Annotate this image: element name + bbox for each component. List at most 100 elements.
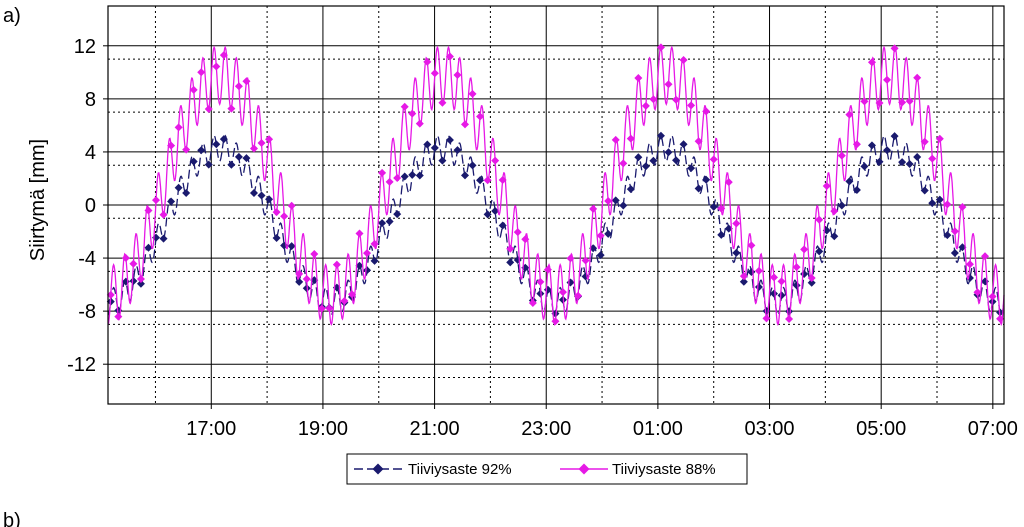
x-tick-label: 07:00 bbox=[968, 418, 1018, 440]
data-point-88 bbox=[717, 204, 726, 213]
legend-marker-88 bbox=[578, 463, 590, 475]
data-point-88 bbox=[461, 120, 470, 129]
data-point-92 bbox=[265, 195, 274, 204]
data-point-88 bbox=[347, 290, 356, 299]
data-point-92 bbox=[890, 132, 899, 141]
data-point-88 bbox=[709, 155, 718, 164]
x-tick-label: 01:00 bbox=[633, 418, 683, 440]
data-point-88 bbox=[453, 71, 462, 80]
plot-series bbox=[106, 43, 1005, 327]
data-point-88 bbox=[913, 73, 922, 82]
data-point-88 bbox=[687, 101, 696, 110]
data-point-88 bbox=[423, 57, 432, 66]
data-point-92 bbox=[234, 152, 243, 161]
data-point-92 bbox=[852, 186, 861, 195]
data-point-92 bbox=[189, 157, 198, 166]
data-point-88 bbox=[619, 159, 628, 168]
y-tick-label: 8 bbox=[85, 89, 96, 111]
data-point-88 bbox=[408, 109, 417, 118]
legend-label-88: Tiiviysaste 88% bbox=[612, 461, 716, 478]
data-point-88 bbox=[702, 107, 711, 116]
data-point-88 bbox=[574, 291, 583, 300]
data-point-88 bbox=[152, 196, 161, 205]
data-point-92 bbox=[769, 289, 778, 298]
data-point-88 bbox=[393, 173, 402, 182]
data-point-88 bbox=[965, 260, 974, 269]
data-point-88 bbox=[212, 62, 221, 71]
data-point-92 bbox=[777, 291, 786, 300]
data-point-88 bbox=[249, 144, 258, 153]
data-point-92 bbox=[920, 186, 929, 195]
data-point-88 bbox=[265, 135, 274, 144]
data-point-92 bbox=[709, 202, 718, 211]
data-point-88 bbox=[785, 315, 794, 324]
data-point-88 bbox=[121, 253, 130, 262]
data-point-88 bbox=[363, 249, 372, 258]
data-point-88 bbox=[807, 273, 816, 282]
data-point-92 bbox=[935, 195, 944, 204]
data-point-92 bbox=[845, 177, 854, 186]
data-point-92 bbox=[174, 183, 183, 192]
data-point-88 bbox=[845, 110, 854, 119]
data-point-88 bbox=[295, 269, 304, 278]
data-point-92 bbox=[415, 171, 424, 180]
data-point-92 bbox=[227, 160, 236, 169]
data-point-92 bbox=[136, 279, 145, 288]
data-point-88 bbox=[792, 263, 801, 272]
data-point-92 bbox=[815, 247, 824, 256]
data-point-92 bbox=[800, 270, 809, 279]
data-point-88 bbox=[272, 208, 281, 217]
data-point-88 bbox=[144, 206, 153, 215]
data-point-92 bbox=[159, 234, 168, 243]
data-point-88 bbox=[604, 197, 613, 206]
x-tick-label: 17:00 bbox=[186, 418, 236, 440]
data-point-92 bbox=[732, 248, 741, 257]
data-point-92 bbox=[619, 201, 628, 210]
data-point-92 bbox=[626, 185, 635, 194]
data-point-92 bbox=[445, 136, 454, 145]
data-point-92 bbox=[468, 161, 477, 170]
data-point-88 bbox=[219, 51, 228, 60]
data-point-88 bbox=[370, 239, 379, 248]
data-point-88 bbox=[385, 177, 394, 186]
data-point-92 bbox=[423, 140, 432, 149]
data-point-88 bbox=[136, 274, 145, 283]
data-point-88 bbox=[340, 297, 349, 306]
data-point-88 bbox=[332, 260, 341, 269]
data-point-88 bbox=[182, 145, 191, 154]
data-point-92 bbox=[604, 229, 613, 238]
data-point-88 bbox=[551, 317, 560, 326]
data-point-88 bbox=[280, 212, 289, 221]
data-point-88 bbox=[928, 154, 937, 163]
data-point-92 bbox=[702, 175, 711, 184]
data-point-92 bbox=[121, 277, 130, 286]
data-point-88 bbox=[415, 119, 424, 128]
data-point-88 bbox=[815, 215, 824, 224]
data-point-88 bbox=[558, 288, 567, 297]
data-point-92 bbox=[566, 278, 575, 287]
data-point-88 bbox=[476, 112, 485, 121]
data-point-88 bbox=[197, 68, 206, 77]
data-point-92 bbox=[913, 152, 922, 161]
data-point-88 bbox=[129, 259, 138, 268]
data-point-92 bbox=[476, 176, 485, 185]
data-point-88 bbox=[174, 123, 183, 132]
data-point-88 bbox=[430, 69, 439, 78]
data-point-92 bbox=[167, 197, 176, 206]
data-point-92 bbox=[453, 146, 462, 155]
data-point-88 bbox=[875, 98, 884, 107]
data-point-88 bbox=[589, 204, 598, 213]
data-point-88 bbox=[724, 178, 733, 187]
data-point-88 bbox=[739, 272, 748, 281]
data-point-92 bbox=[785, 307, 794, 316]
data-point-92 bbox=[536, 289, 545, 298]
data-point-92 bbox=[898, 158, 907, 167]
y-axis-label: Siirtymä [mm] bbox=[27, 139, 49, 261]
data-point-92 bbox=[883, 146, 892, 155]
data-point-92 bbox=[611, 196, 620, 205]
data-point-92 bbox=[717, 230, 726, 239]
data-point-88 bbox=[234, 82, 243, 91]
data-point-92 bbox=[498, 221, 507, 230]
data-point-92 bbox=[483, 210, 492, 219]
